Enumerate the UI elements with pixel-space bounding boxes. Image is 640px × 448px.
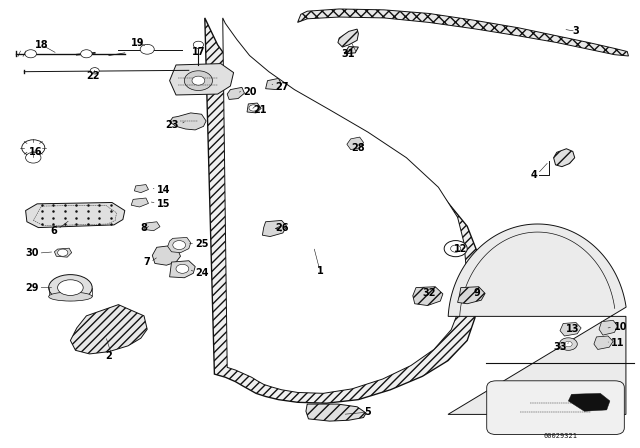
Polygon shape: [168, 237, 191, 253]
Circle shape: [559, 338, 577, 350]
Text: 18: 18: [35, 40, 49, 50]
Circle shape: [444, 241, 467, 257]
Text: 33: 33: [553, 342, 566, 352]
Text: 00029321: 00029321: [543, 433, 577, 439]
Circle shape: [193, 41, 204, 48]
Polygon shape: [458, 287, 485, 304]
Text: 15: 15: [157, 199, 170, 209]
Text: 19: 19: [131, 38, 145, 47]
FancyBboxPatch shape: [486, 381, 624, 435]
Polygon shape: [134, 185, 148, 193]
Polygon shape: [306, 404, 366, 421]
Text: 14: 14: [157, 185, 170, 195]
Circle shape: [173, 241, 186, 250]
Circle shape: [564, 341, 572, 347]
Circle shape: [192, 76, 205, 85]
Circle shape: [140, 44, 154, 54]
Ellipse shape: [58, 280, 83, 296]
Polygon shape: [170, 261, 195, 278]
Text: 20: 20: [243, 87, 257, 97]
Text: 26: 26: [275, 224, 289, 233]
Text: 13: 13: [566, 324, 579, 334]
Text: 23: 23: [166, 121, 179, 130]
Circle shape: [90, 68, 99, 74]
Text: 9: 9: [473, 289, 480, 298]
Polygon shape: [560, 323, 581, 336]
Text: 2: 2: [105, 351, 112, 361]
Text: 22: 22: [86, 71, 100, 81]
Polygon shape: [170, 113, 206, 130]
Polygon shape: [70, 305, 147, 354]
Text: 1: 1: [317, 266, 323, 276]
Text: 31: 31: [342, 49, 355, 59]
Polygon shape: [131, 198, 148, 207]
Polygon shape: [448, 224, 626, 414]
Text: 30: 30: [25, 248, 38, 258]
Text: 16: 16: [29, 147, 42, 157]
Polygon shape: [205, 18, 480, 403]
Text: 28: 28: [351, 143, 365, 153]
Polygon shape: [344, 47, 358, 54]
Polygon shape: [227, 87, 244, 99]
Text: 5: 5: [365, 407, 371, 417]
Text: 10: 10: [614, 322, 628, 332]
Text: 21: 21: [253, 105, 266, 115]
Text: 32: 32: [422, 289, 436, 298]
Polygon shape: [266, 78, 282, 90]
Polygon shape: [338, 29, 358, 47]
Text: 29: 29: [25, 283, 38, 293]
Polygon shape: [347, 137, 364, 150]
Text: 17: 17: [191, 47, 205, 56]
Polygon shape: [247, 103, 261, 113]
Polygon shape: [170, 64, 234, 95]
Ellipse shape: [49, 275, 92, 301]
Text: 27: 27: [275, 82, 289, 92]
Polygon shape: [413, 287, 443, 306]
Circle shape: [451, 245, 461, 252]
Text: 8: 8: [140, 224, 147, 233]
Polygon shape: [152, 246, 180, 265]
Circle shape: [25, 50, 36, 58]
Circle shape: [249, 105, 258, 111]
Circle shape: [26, 152, 41, 163]
Polygon shape: [54, 248, 72, 257]
Ellipse shape: [49, 292, 92, 301]
Polygon shape: [26, 202, 125, 228]
Text: 25: 25: [195, 239, 209, 249]
Polygon shape: [599, 320, 618, 335]
Text: 12: 12: [454, 244, 467, 254]
Polygon shape: [262, 220, 287, 237]
Text: 11: 11: [611, 338, 625, 348]
Circle shape: [22, 140, 45, 156]
Text: 24: 24: [195, 268, 209, 278]
Circle shape: [58, 249, 68, 256]
Polygon shape: [144, 222, 160, 231]
Text: 7: 7: [143, 257, 150, 267]
Text: 4: 4: [531, 170, 538, 180]
Circle shape: [176, 264, 189, 273]
Text: 6: 6: [51, 226, 58, 236]
Polygon shape: [298, 9, 628, 56]
Polygon shape: [594, 336, 613, 349]
Circle shape: [184, 71, 212, 90]
Circle shape: [81, 50, 92, 58]
Text: 3: 3: [573, 26, 579, 36]
Polygon shape: [554, 149, 575, 167]
Polygon shape: [568, 393, 610, 411]
Polygon shape: [223, 18, 466, 393]
